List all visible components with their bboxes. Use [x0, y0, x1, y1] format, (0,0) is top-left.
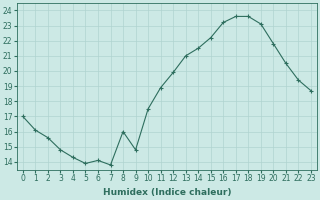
X-axis label: Humidex (Indice chaleur): Humidex (Indice chaleur) — [103, 188, 231, 197]
